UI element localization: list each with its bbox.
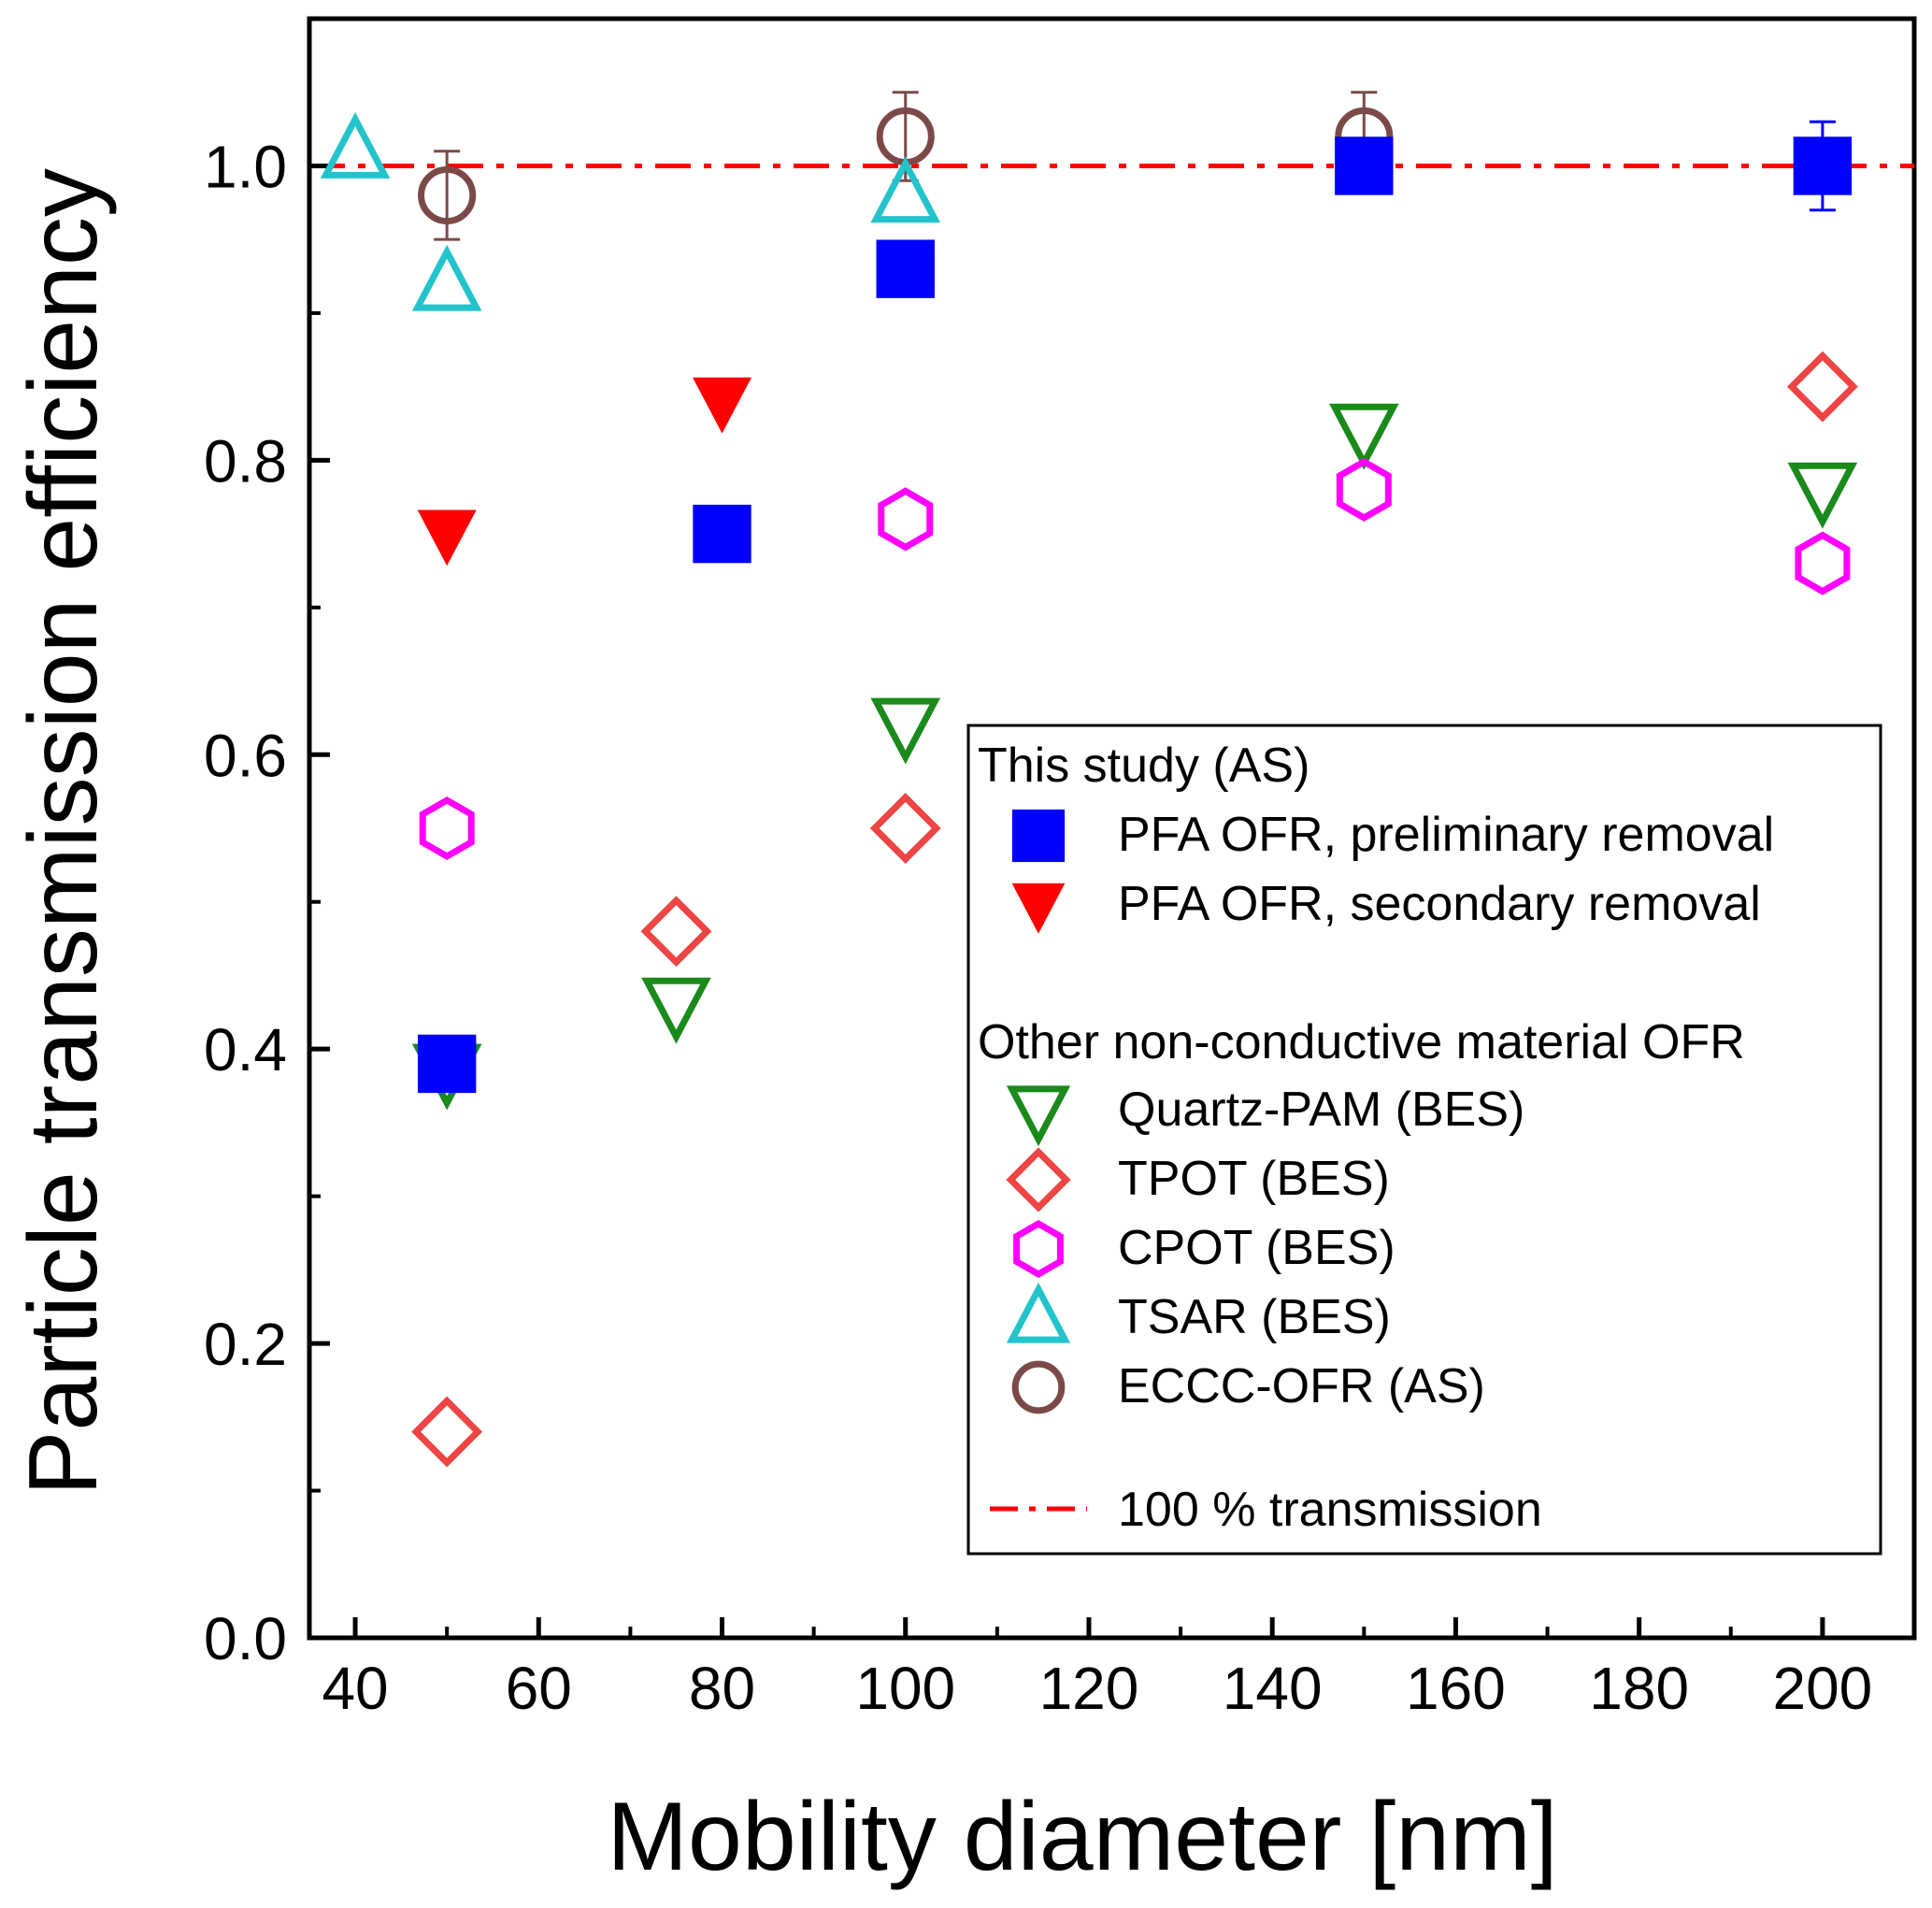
data-point bbox=[418, 165, 477, 225]
legend-label: Quartz-PAM (BES) bbox=[1118, 1083, 1524, 1137]
legend-marker bbox=[1006, 1282, 1071, 1343]
series-tpot-bes bbox=[411, 351, 1858, 1468]
data-point bbox=[640, 896, 712, 968]
series-tsar-bes bbox=[320, 111, 941, 311]
y-tick-label: 1.0 bbox=[204, 133, 287, 200]
data-point bbox=[419, 796, 475, 861]
data-point bbox=[320, 111, 391, 179]
legend-marker bbox=[1011, 882, 1066, 934]
legend: This study (AS) PFA OFR, preliminary remo… bbox=[966, 724, 1882, 1556]
legend-label: 100 % transmission bbox=[1118, 1483, 1542, 1537]
legend-label: CPOT (BES) bbox=[1118, 1221, 1395, 1275]
data-point bbox=[1336, 457, 1392, 522]
data-point bbox=[417, 509, 477, 567]
y-tick-label: 0.4 bbox=[204, 1016, 287, 1083]
data-point bbox=[411, 1396, 483, 1468]
data-point bbox=[870, 156, 941, 223]
x-tick-label: 60 bbox=[506, 1655, 572, 1722]
data-point bbox=[870, 697, 941, 765]
data-point bbox=[1329, 403, 1399, 470]
data-point bbox=[693, 504, 751, 564]
plot-area: 40 60 80 100 120 140 160 180 200 0.0 0.2 0.4 0.6 0.8 1… bbox=[204, 16, 1917, 1722]
x-tick-label: 100 bbox=[855, 1655, 955, 1722]
data-point bbox=[878, 487, 934, 552]
legend-label: TPOT (BES) bbox=[1118, 1152, 1390, 1206]
data-point bbox=[693, 377, 752, 434]
data-point bbox=[411, 244, 482, 311]
legend-marker bbox=[1006, 1085, 1071, 1147]
y-tick-label: 0.0 bbox=[204, 1605, 287, 1672]
series-pfa-ofr-secondary-removal bbox=[417, 377, 752, 567]
x-tick-label: 40 bbox=[322, 1655, 388, 1722]
data-point bbox=[1335, 136, 1394, 195]
plot-frame bbox=[307, 16, 1917, 1641]
data-point bbox=[1795, 531, 1851, 595]
x-tick-label: 120 bbox=[1039, 1655, 1139, 1722]
y-tick-label: 0.8 bbox=[204, 427, 287, 495]
y-axis-title: Particle transmission efficiency bbox=[9, 168, 118, 1496]
legend-marker bbox=[1011, 809, 1066, 863]
legend-label: PFA OFR, secondary removal bbox=[1118, 877, 1761, 931]
data-point bbox=[1787, 462, 1858, 529]
x-tick-label: 80 bbox=[689, 1655, 755, 1722]
series-cpot-bes bbox=[419, 457, 1851, 861]
legend-label: ECCC-OFR (AS) bbox=[1118, 1359, 1485, 1413]
legend-marker bbox=[1006, 1147, 1071, 1212]
x-axis-title: Mobility diameter [nm] bbox=[607, 1783, 1557, 1891]
legend-label: PFA OFR, preliminary removal bbox=[1118, 808, 1774, 862]
legend-marker bbox=[1011, 1360, 1066, 1414]
legend-title-this-study: This study (AS) bbox=[978, 739, 1309, 793]
y-tick-label: 0.2 bbox=[204, 1311, 287, 1378]
y-tick-label: 0.6 bbox=[204, 722, 287, 789]
legend-box bbox=[966, 724, 1882, 1556]
data-point bbox=[1793, 136, 1853, 195]
data-point bbox=[869, 793, 941, 864]
x-tick-label: 200 bbox=[1772, 1655, 1872, 1722]
x-tick-label: 160 bbox=[1406, 1655, 1506, 1722]
legend-label: TSAR (BES) bbox=[1118, 1290, 1391, 1344]
legend-marker bbox=[1013, 1219, 1064, 1279]
x-tick-label: 140 bbox=[1223, 1655, 1323, 1722]
series-pfa-ofr-preliminary-removal bbox=[417, 120, 1853, 1094]
legend-title-other: Other non-conductive material OFR bbox=[978, 1015, 1745, 1069]
data-point bbox=[641, 977, 711, 1044]
data-point bbox=[876, 239, 935, 298]
data-point bbox=[417, 1034, 477, 1094]
data-point bbox=[1786, 351, 1858, 423]
x-tick-label: 180 bbox=[1589, 1655, 1689, 1722]
